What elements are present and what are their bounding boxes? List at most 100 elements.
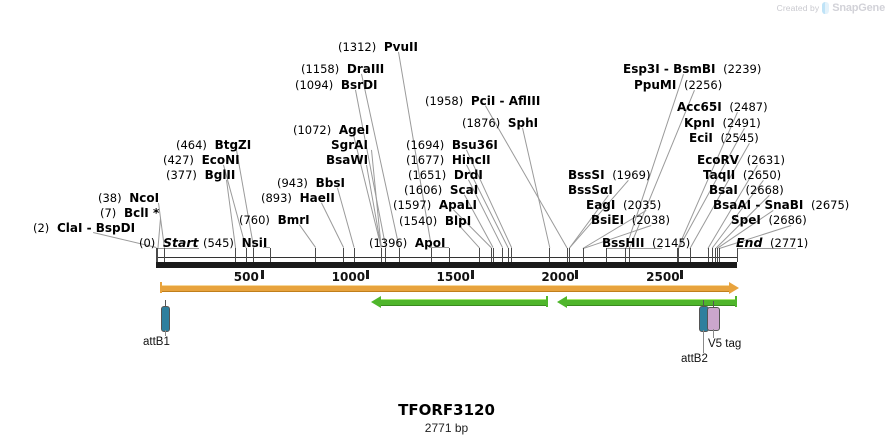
feature-arrow-gene2[interactable] xyxy=(566,299,737,306)
enzyme-position: (1606) xyxy=(404,183,443,197)
restriction-site-tick xyxy=(715,248,717,262)
enzyme-name: BsaWI xyxy=(326,153,369,167)
enzyme-label-drdI[interactable]: (1651) DrdI xyxy=(408,169,483,181)
enzyme-position: (1158) xyxy=(301,62,340,76)
enzyme-label-claI[interactable]: (2) ClaI - BspDI xyxy=(33,222,135,234)
site-feature-label-v5tag: V5 tag xyxy=(708,338,742,350)
enzyme-label-taqII[interactable]: TaqII (2650) xyxy=(703,169,781,181)
enzyme-label-bbsI[interactable]: (943) BbsI xyxy=(277,177,345,189)
restriction-site-tick xyxy=(689,248,691,262)
enzyme-name: EagI xyxy=(586,198,616,212)
enzyme-name: HincII xyxy=(451,153,491,167)
feature-arrow-gene1[interactable] xyxy=(380,299,548,306)
enzyme-label-ecoNI[interactable]: (427) EcoNI xyxy=(163,154,240,166)
restriction-site-tick xyxy=(431,248,433,262)
enzyme-position: (760) xyxy=(239,213,270,227)
site-feature-connector-attB1 xyxy=(164,330,166,336)
snapgene-leaf-icon xyxy=(822,2,830,14)
enzyme-label-haeII[interactable]: (893) HaeII xyxy=(261,192,335,204)
enzyme-label-nsiI[interactable]: (545) NsiI xyxy=(203,237,267,249)
ruler-label: 2000 xyxy=(541,270,575,284)
site-feature-v5tag[interactable] xyxy=(707,307,720,331)
enzyme-label-sphI[interactable]: (1876) SphI xyxy=(462,117,538,129)
enzyme-label-blpI[interactable]: (1540) BlpI xyxy=(399,215,471,227)
enzyme-label-ppuMI[interactable]: PpuMI (2256) xyxy=(634,79,722,91)
enzyme-label-bssHII[interactable]: BssHII (2145) xyxy=(602,237,690,249)
enzyme-name: BmrI xyxy=(277,213,310,227)
enzyme-name: BsaI xyxy=(709,183,738,197)
restriction-site-tick xyxy=(678,248,680,262)
enzyme-label-bsrDI[interactable]: (1094) BsrDI xyxy=(295,79,378,91)
enzyme-label-end[interactable]: End (2771) xyxy=(736,236,808,249)
enzyme-label-scaI[interactable]: (1606) ScaI xyxy=(404,184,478,196)
enzyme-label-acc65I[interactable]: Acc65I (2487) xyxy=(677,101,768,113)
enzyme-position: (1540) xyxy=(399,214,438,228)
enzyme-label-bclI[interactable]: (7) BclI * xyxy=(100,207,159,219)
feature-arrow-orf[interactable] xyxy=(160,285,729,292)
enzyme-position: (1597) xyxy=(393,198,432,212)
page-title: TFORF3120 xyxy=(398,401,495,419)
enzyme-name: PciI - AflIII xyxy=(470,94,541,108)
enzyme-label-btgZI[interactable]: (464) BtgZI xyxy=(176,139,251,151)
enzyme-name: Esp3I - BsmBI xyxy=(623,62,716,76)
enzyme-label-bmrI[interactable]: (760) BmrI xyxy=(239,214,310,226)
enzyme-label-apaLI[interactable]: (1597) ApaLI xyxy=(393,199,477,211)
enzyme-label-hincII[interactable]: (1677) HincII xyxy=(406,154,491,166)
enzyme-position: (893) xyxy=(261,191,292,205)
enzyme-label-draIII[interactable]: (1158) DraIII xyxy=(301,63,384,75)
site-feature-connector-v5tag xyxy=(712,329,714,338)
restriction-site-tick xyxy=(380,248,382,262)
ruler-label: 1000 xyxy=(331,270,366,284)
ruler-label: 2500 xyxy=(646,270,680,284)
enzyme-label-apoI[interactable]: (1396) ApoI xyxy=(369,237,445,249)
enzyme-position: (943) xyxy=(277,176,308,190)
enzyme-label-bsaAI[interactable]: BsaAI - SnaBI (2675) xyxy=(713,199,849,211)
enzyme-label-bsaI[interactable]: BsaI (2668) xyxy=(709,184,784,196)
restriction-site-tick xyxy=(315,248,317,262)
site-feature-connector-attB2 xyxy=(703,330,704,353)
enzyme-label-bsiEI[interactable]: BsiEI (2038) xyxy=(591,214,670,226)
enzyme-name: DrdI xyxy=(453,168,483,182)
enzyme-label-bsu36I[interactable]: (1694) Bsu36I xyxy=(406,139,498,151)
enzyme-label-kpnI[interactable]: KpnI (2491) xyxy=(684,117,761,129)
enzyme-label-pciI[interactable]: (1958) PciI - AflIII xyxy=(425,95,540,107)
enzyme-name: BssHII xyxy=(602,236,645,250)
enzyme-label-ncoI[interactable]: (38) NcoI xyxy=(98,192,159,204)
feature-arrowhead-gene2 xyxy=(557,296,567,308)
enzyme-label-bsaWI[interactable]: BsaWI xyxy=(326,154,368,166)
enzyme-label-start[interactable]: (0) Start xyxy=(139,236,199,250)
enzyme-name: BsiEI xyxy=(591,213,625,227)
enzyme-position: (0) xyxy=(139,236,156,250)
site-feature-attB1[interactable] xyxy=(161,306,170,332)
enzyme-position: (2631) xyxy=(746,153,785,167)
enzyme-label-eciI[interactable]: EciI (2545) xyxy=(689,132,759,144)
restriction-site-tick xyxy=(707,248,709,262)
enzyme-label-ecoRV[interactable]: EcoRV (2631) xyxy=(697,154,785,166)
enzyme-name: PvuII xyxy=(383,40,418,54)
enzyme-name: BsrDI xyxy=(340,78,378,92)
enzyme-position: (1651) xyxy=(408,168,447,182)
enzyme-name: NcoI xyxy=(129,191,160,205)
enzyme-position: (1312) xyxy=(338,40,377,54)
enzyme-label-bglII[interactable]: (377) BglII xyxy=(166,169,235,181)
enzyme-position: (2650) xyxy=(742,168,782,182)
backbone-bar xyxy=(156,262,737,268)
enzyme-position: (2145) xyxy=(652,236,691,250)
enzyme-name: ClaI - BspDI xyxy=(56,221,136,235)
ruler-tick xyxy=(680,270,684,279)
ruler-label: 1500 xyxy=(436,270,470,284)
enzyme-label-bssSaI[interactable]: BssSαI xyxy=(568,184,613,196)
restriction-site-tick xyxy=(478,248,480,262)
enzyme-label-eagI[interactable]: EagI (2035) xyxy=(586,199,661,211)
enzyme-label-esp3I[interactable]: Esp3I - BsmBI (2239) xyxy=(623,63,761,75)
feature-end-cap-gene2 xyxy=(735,296,737,307)
enzyme-label-sgrAI[interactable]: SgrAI xyxy=(331,139,368,151)
enzyme-position: (2239) xyxy=(723,62,762,76)
enzyme-label-bssSI[interactable]: BssSI (1969) xyxy=(568,169,650,181)
site-feature-label-attB2: attB2 xyxy=(681,353,708,365)
enzyme-label-pvuII[interactable]: (1312) PvuII xyxy=(338,41,418,53)
restriction-site-tick xyxy=(156,248,158,262)
enzyme-label-speI[interactable]: SpeI (2686) xyxy=(731,214,807,226)
enzyme-name: BtgZI xyxy=(214,138,252,152)
enzyme-label-ageI[interactable]: (1072) AgeI xyxy=(293,124,369,136)
